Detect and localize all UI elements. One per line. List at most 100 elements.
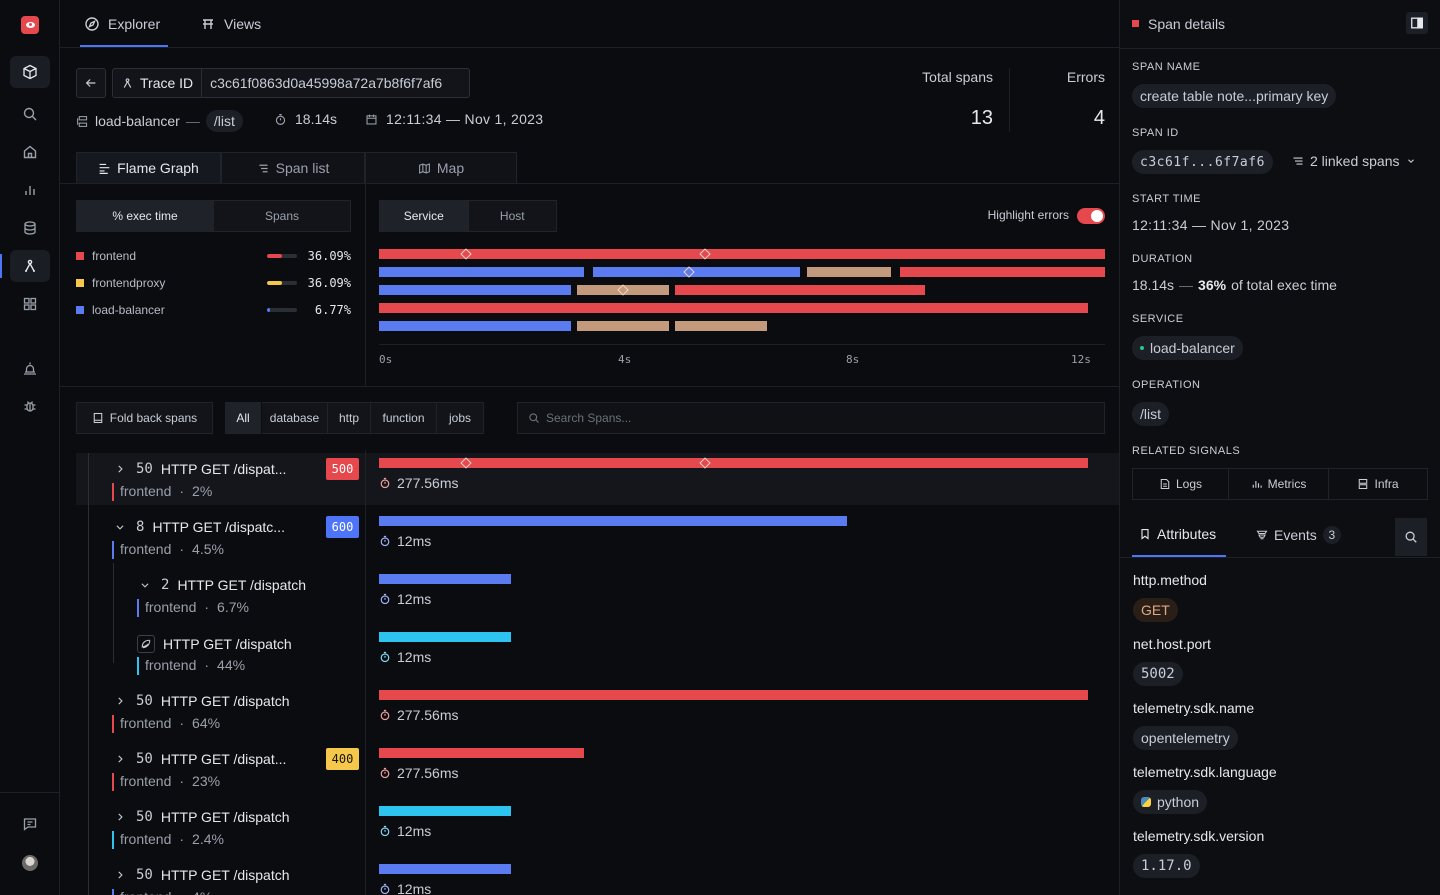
span-timeline-bar[interactable] <box>379 690 1088 700</box>
legend-bar-fill <box>267 281 282 285</box>
leaf-span-icon[interactable] <box>137 635 155 653</box>
span-duration: 277.56ms <box>379 475 458 491</box>
trace-id-label: Trace ID <box>140 75 194 91</box>
filter-type-jobs[interactable]: jobs <box>437 402 484 434</box>
span-operation-name: HTTP GET /dispatch <box>177 577 307 593</box>
signal-metrics-button[interactable]: Metrics <box>1228 468 1329 500</box>
toggle-service[interactable]: Service <box>380 201 468 231</box>
toggle-exec-time[interactable]: % exec time <box>77 201 213 231</box>
span-service-line: frontend·4% <box>112 889 212 895</box>
tab-map-label: Map <box>436 160 465 176</box>
tab-map[interactable]: Map <box>365 152 517 184</box>
flame-span-bar[interactable] <box>675 285 925 295</box>
tab-explorer[interactable]: Explorer <box>84 0 160 48</box>
chevron-right-icon[interactable] <box>112 693 128 709</box>
legend-service-name: frontendproxy <box>92 276 166 290</box>
signal-logs-button[interactable]: Logs <box>1132 468 1229 500</box>
toggle-spans[interactable]: Spans <box>213 201 350 231</box>
span-row[interactable]: HTTP GET /dispatch <box>137 635 292 653</box>
chevron-down-icon[interactable] <box>137 577 153 593</box>
back-button[interactable] <box>76 68 106 98</box>
signal-infra-label: Infra <box>1374 477 1399 491</box>
span-timeline-bar[interactable] <box>379 748 584 758</box>
flame-span-bar[interactable] <box>593 267 800 277</box>
span-row[interactable]: 50 HTTP GET /dispatch <box>112 867 290 883</box>
span-timeline-bar[interactable] <box>379 632 511 642</box>
signal-infra-button[interactable]: Infra <box>1328 468 1428 500</box>
span-row[interactable]: 8 HTTP GET /dispatc... <box>112 519 285 535</box>
search-spans[interactable]: Search Spans... <box>517 402 1105 434</box>
chevron-right-icon[interactable] <box>112 751 128 767</box>
flame-span-bar[interactable] <box>379 267 584 277</box>
chevron-right-icon[interactable] <box>112 461 128 477</box>
span-timeline-bar[interactable] <box>379 864 511 874</box>
filter-type-all[interactable]: All <box>225 402 261 434</box>
span-operation-name: HTTP GET /dispatch <box>160 809 290 825</box>
chevron-down-icon[interactable] <box>112 519 128 535</box>
service-dot <box>1140 346 1144 350</box>
span-timeline-bar[interactable] <box>379 458 1088 468</box>
chevron-right-icon[interactable] <box>112 809 128 825</box>
toggle-panel-button[interactable] <box>1406 12 1428 34</box>
signal-logs-label: Logs <box>1175 477 1203 491</box>
user-avatar[interactable] <box>22 855 38 871</box>
toggle-host[interactable]: Host <box>467 201 557 231</box>
flame-span-bar[interactable] <box>900 267 1105 277</box>
tab-views[interactable]: Views <box>200 0 261 48</box>
linked-spans-button[interactable]: 2 linked spans <box>1292 153 1416 169</box>
bar-chart-icon[interactable] <box>10 174 50 206</box>
attribute-key: telemetry.sdk.language <box>1133 764 1277 780</box>
filter-type-function[interactable]: function <box>371 402 437 434</box>
trace-id-chip[interactable]: Trace ID c3c61f0863d0a45998a72a7b8f6f7af… <box>112 68 470 98</box>
filter-type-http[interactable]: http <box>328 402 371 434</box>
chevron-down-icon <box>1407 159 1414 164</box>
attribute-search-button[interactable] <box>1395 518 1427 556</box>
span-row[interactable]: 50 HTTP GET /dispatch <box>112 693 290 709</box>
tab-explorer-label: Explorer <box>108 16 161 32</box>
fold-back-spans-button[interactable]: Fold back spans <box>76 402 213 434</box>
span-row[interactable]: 2 HTTP GET /dispatch <box>137 577 306 593</box>
flame-span-bar[interactable] <box>379 303 1088 313</box>
tab-flame-graph[interactable]: Flame Graph <box>76 152 221 184</box>
bug-icon[interactable] <box>10 390 50 422</box>
span-service-line: frontend · 6.7% <box>137 599 249 617</box>
chevron-right-icon[interactable] <box>112 867 128 883</box>
duration-label: DURATION <box>1132 253 1193 265</box>
span-row[interactable]: 50 HTTP GET /dispat... <box>112 461 286 477</box>
flame-span-bar[interactable] <box>379 285 571 295</box>
service-color-marker <box>112 541 114 559</box>
span-timeline-bar[interactable] <box>379 806 511 816</box>
search-icon[interactable] <box>10 98 50 130</box>
span-service-name: frontend <box>145 657 197 673</box>
filter-type-database[interactable]: database <box>262 402 328 434</box>
flame-span-bar[interactable] <box>675 321 767 331</box>
flame-span-bar[interactable] <box>807 267 891 277</box>
flame-span-bar[interactable] <box>577 321 669 331</box>
home-icon[interactable] <box>10 136 50 168</box>
span-operation-name: HTTP GET /dispatch <box>163 636 292 652</box>
span-timeline-bar[interactable] <box>379 574 511 584</box>
alarm-bell-icon[interactable] <box>10 352 50 384</box>
app-logo[interactable] <box>21 16 39 34</box>
span-exec-pct: 23% <box>192 773 221 789</box>
tab-events[interactable]: Events 3 <box>1256 526 1341 544</box>
span-row[interactable]: 50 HTTP GET /dispatch <box>112 809 290 825</box>
span-timeline-bar[interactable] <box>379 516 847 526</box>
cube-icon[interactable] <box>10 56 50 88</box>
flame-span-bar[interactable] <box>379 321 571 331</box>
traces-icon[interactable] <box>10 250 50 282</box>
database-icon[interactable] <box>10 212 50 244</box>
span-service-name: frontend <box>120 483 172 499</box>
tab-span-list[interactable]: Span list <box>221 152 365 184</box>
span-row[interactable]: 50 HTTP GET /dispat... <box>112 751 286 767</box>
flame-span-bar[interactable] <box>577 285 669 295</box>
tab-attributes[interactable]: Attributes <box>1139 526 1216 542</box>
span-name-label: SPAN NAME <box>1132 61 1201 73</box>
search-spans-input[interactable]: Search Spans... <box>546 411 632 425</box>
metrics-icon <box>1252 481 1262 488</box>
highlight-errors-toggle[interactable] <box>1077 208 1105 224</box>
grid-icon[interactable] <box>10 288 50 320</box>
chat-icon[interactable] <box>10 808 50 840</box>
flame-span-bar[interactable] <box>379 249 1105 259</box>
span-operation-name: HTTP GET /dispatc... <box>152 519 285 535</box>
